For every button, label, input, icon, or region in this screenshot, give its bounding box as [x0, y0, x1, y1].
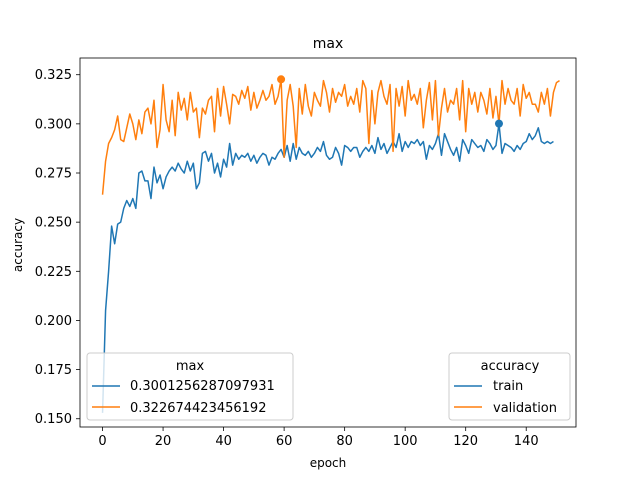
- y-axis-ticks: 0.150 0.175 0.200 0.225 0.250 0.275 0.300 0.325: [35, 68, 80, 427]
- legend-max-entry-validation: 0.322674423456192: [130, 401, 266, 416]
- legend-accuracy: accuracy train validation: [448, 352, 571, 421]
- y-tick-label: 0.200: [35, 314, 72, 329]
- max-marker-train: [494, 119, 503, 128]
- y-tick-label: 0.325: [35, 68, 72, 83]
- legend-accuracy-frame: [448, 352, 571, 421]
- legend-max-frame: [86, 352, 294, 421]
- legend-accuracy-title: accuracy: [481, 359, 540, 374]
- x-tick-label: 60: [276, 434, 293, 449]
- legend-accuracy-entry-train: train: [493, 379, 523, 394]
- x-axis-ticks: 0 20 40 60 80 100 120 140: [98, 427, 539, 449]
- axes-frame: [79, 57, 577, 428]
- legend-max: max 0.3001256287097931 0.322674423456192: [86, 352, 294, 421]
- series-layer: [101, 78, 560, 413]
- plot-area: [79, 57, 577, 428]
- x-tick-label: 0: [98, 434, 106, 449]
- legend-accuracy-entry-validation: validation: [493, 401, 557, 416]
- x-tick-label: 100: [393, 434, 418, 449]
- legend-max-entry-train: 0.3001256287097931: [130, 379, 275, 394]
- x-tick-label: 40: [215, 434, 232, 449]
- legend-max-title: max: [176, 359, 205, 374]
- y-tick-label: 0.175: [35, 363, 72, 378]
- y-tick-label: 0.225: [35, 265, 72, 280]
- x-axis-label: epoch: [310, 456, 347, 470]
- y-tick-label: 0.275: [35, 167, 72, 182]
- y-tick-label: 0.250: [35, 216, 72, 231]
- series-line-validation: [101, 78, 560, 195]
- x-tick-label: 80: [336, 434, 353, 449]
- x-tick-label: 20: [155, 434, 172, 449]
- max-marker-layer: [277, 75, 503, 128]
- y-tick-label: 0.300: [35, 117, 72, 132]
- y-tick-label: 0.150: [35, 412, 72, 427]
- series-line-train: [101, 123, 554, 413]
- max-marker-validation: [277, 75, 286, 84]
- y-axis-label: accuracy: [11, 218, 25, 272]
- chart-title: max: [313, 36, 344, 52]
- x-tick-label: 120: [453, 434, 478, 449]
- x-tick-label: 140: [514, 434, 539, 449]
